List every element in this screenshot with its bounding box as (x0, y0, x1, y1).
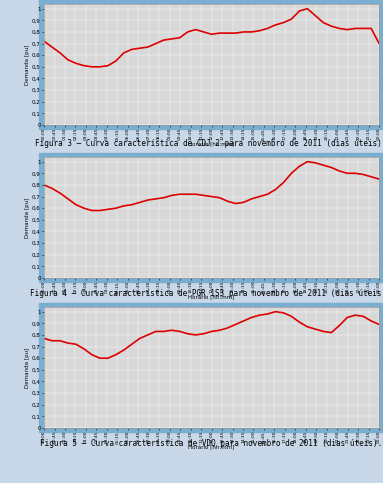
X-axis label: Horário [hh:mm]: Horário [hh:mm] (188, 295, 235, 300)
Y-axis label: Demanda [pu]: Demanda [pu] (25, 44, 30, 85)
Y-axis label: Demanda [pu]: Demanda [pu] (25, 347, 30, 388)
Text: Figura 5 – Curva característica de VDO para novembro de 2011 (dias úteis).: Figura 5 – Curva característica de VDO p… (39, 439, 382, 448)
Text: Figura 3 – Curva característica de CDJ 2 para novembro de 2011 (dias úteis).: Figura 3 – Curva característica de CDJ 2… (35, 139, 383, 148)
X-axis label: Horário [hh:mm]: Horário [hh:mm] (188, 445, 235, 450)
Y-axis label: Demanda [pu]: Demanda [pu] (25, 198, 30, 238)
Text: Figura 4 – Curva característica de PGR 1S3 para novembro de 2011 (dias úteis).: Figura 4 – Curva característica de PGR 1… (30, 289, 383, 298)
X-axis label: Horário [hh:mm]: Horário [hh:mm] (188, 142, 235, 147)
